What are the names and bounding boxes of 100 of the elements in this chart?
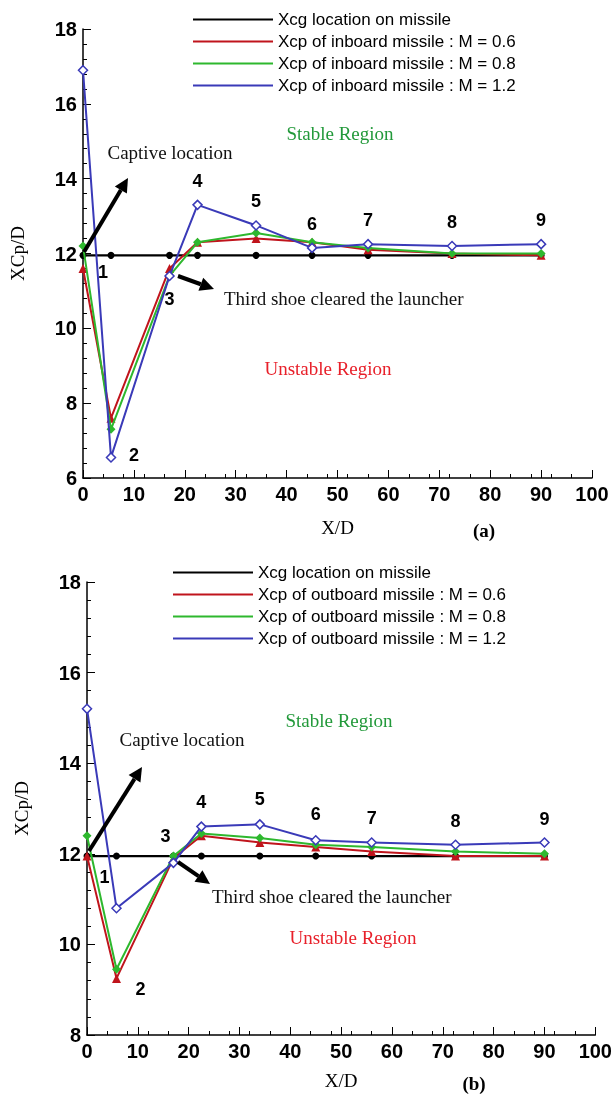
point — [310, 834, 321, 846]
annotation: 1 — [99, 867, 110, 888]
point — [194, 251, 202, 259]
x-tick-label: 60 — [380, 1040, 404, 1062]
annotation: 1 — [97, 262, 108, 283]
y-tick-label: 6 — [65, 467, 77, 489]
annotation: 7 — [363, 210, 374, 231]
x-tick-label: 80 — [479, 483, 502, 505]
annotation: Unstable Region — [264, 357, 393, 379]
point — [105, 452, 117, 463]
text: (a) — [472, 519, 496, 542]
legend-label: Xcp of outboard missile : M = 0.6 — [258, 585, 507, 604]
legend-label: Xcp of inboard missile : M = 0.6 — [278, 32, 516, 51]
x-tick-label: 20 — [177, 1040, 200, 1062]
point — [539, 837, 550, 848]
point — [111, 902, 122, 914]
legend-label: Xcp of inboard missile : M = 1.2 — [278, 76, 516, 95]
point — [308, 251, 316, 259]
y-axis-title: XCp/D — [11, 781, 32, 836]
y-tick-label: 12 — [58, 842, 81, 865]
x-tick-label: 90 — [533, 1040, 556, 1062]
legend-label: Xcp of inboard missile : M = 0.8 — [278, 54, 516, 73]
x-tick-label: 50 — [330, 1040, 353, 1062]
y-tick-label: 18 — [58, 571, 81, 593]
point — [82, 831, 92, 841]
annotation: 3 — [164, 288, 175, 309]
point — [362, 238, 374, 250]
x-tick-label: 10 — [126, 1040, 149, 1062]
point — [255, 833, 265, 843]
y-tick-label: 10 — [58, 933, 81, 956]
annotation: 9 — [536, 210, 547, 231]
x-axis-title: X/D — [321, 517, 354, 538]
legend-label: Xcp of outboard missile : M = 0.8 — [258, 607, 507, 626]
point — [535, 238, 547, 250]
point — [107, 251, 115, 259]
x-axis-title: X/D — [324, 1070, 358, 1091]
x-tick-label: 80 — [482, 1040, 505, 1062]
x-tick-label: 40 — [279, 1040, 302, 1062]
y-tick-label: 12 — [54, 242, 77, 265]
annotation: 6 — [310, 804, 321, 825]
annotation: 7 — [366, 808, 377, 829]
point — [312, 852, 320, 860]
point — [192, 199, 203, 211]
annotation: 9 — [539, 809, 550, 830]
point — [252, 251, 260, 259]
annotation: 2 — [135, 979, 146, 1000]
x-tick-label: 100 — [575, 483, 609, 505]
x-tick-label: 20 — [173, 483, 196, 505]
point — [81, 703, 93, 715]
annotation: Third shoe cleared the launcher — [224, 287, 465, 309]
y-axis-title: XCp/D — [7, 226, 28, 281]
point — [196, 821, 207, 832]
annotation: Stable Region — [285, 709, 394, 731]
y-tick-label: 16 — [54, 92, 77, 115]
y-tick-label: 16 — [58, 661, 81, 684]
point — [256, 852, 264, 860]
point — [306, 242, 318, 254]
y-tick-label: 14 — [54, 167, 78, 190]
x-tick-label: 70 — [428, 483, 451, 505]
point — [254, 819, 266, 830]
y-tick-label: 8 — [69, 1024, 81, 1046]
annotation: Stable Region — [286, 122, 395, 144]
x-tick-label: 10 — [122, 483, 146, 505]
y-tick-label: 14 — [58, 752, 82, 775]
annotation: 2 — [128, 445, 139, 466]
annotation: 6 — [307, 213, 318, 234]
point — [450, 839, 461, 850]
annotation: 8 — [450, 810, 461, 831]
y-tick-label: 8 — [65, 392, 77, 415]
x-tick-label: 100 — [578, 1040, 612, 1062]
legend-label: Xcg location on missile — [258, 563, 431, 582]
point — [112, 852, 120, 860]
point — [166, 251, 174, 259]
annotation: 4 — [192, 170, 203, 191]
point — [366, 837, 377, 848]
point — [250, 220, 262, 231]
x-tick-label: 0 — [81, 1040, 93, 1062]
x-tick-label: 30 — [224, 483, 247, 505]
legend-label: Xcp of outboard missile : M = 1.2 — [258, 629, 507, 648]
annotation: 5 — [251, 191, 262, 212]
point — [111, 973, 121, 983]
x-tick-label: 40 — [275, 483, 298, 505]
point — [77, 64, 89, 76]
annotation: Captive location — [119, 728, 246, 750]
text: (b) — [462, 1072, 486, 1095]
x-tick-label: 60 — [377, 483, 400, 505]
x-tick-label: 30 — [228, 1040, 251, 1062]
point — [168, 857, 179, 869]
x-tick-label: 90 — [529, 483, 553, 505]
point — [197, 852, 205, 860]
annotation: 4 — [196, 791, 207, 812]
y-tick-label: 10 — [54, 317, 77, 340]
annotation: Third shoe cleared the launcher — [212, 885, 453, 907]
point — [446, 240, 458, 252]
x-tick-label: 50 — [326, 483, 349, 505]
annotation: 8 — [447, 212, 458, 233]
annotation: 5 — [254, 789, 265, 810]
x-tick-label: 70 — [431, 1040, 454, 1062]
annotation: Unstable Region — [289, 926, 418, 948]
y-tick-label: 18 — [54, 18, 77, 40]
